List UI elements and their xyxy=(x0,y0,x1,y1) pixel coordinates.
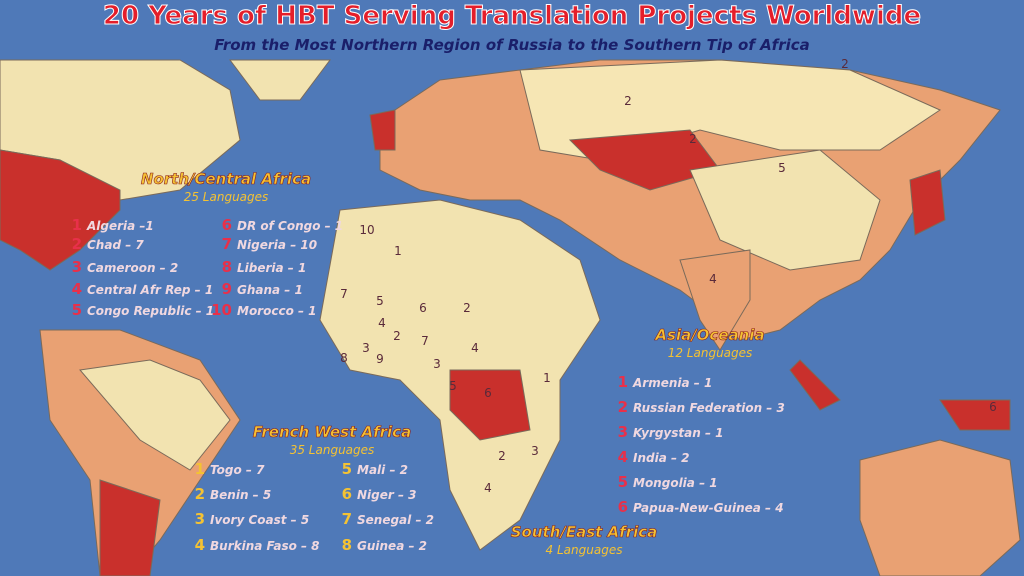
map-label: 8 xyxy=(340,351,348,365)
region-subtitle: 25 Languages xyxy=(184,190,269,204)
item-number: 8 xyxy=(222,258,232,276)
item-number: 6 xyxy=(222,216,232,234)
item-text: Chad – 7 xyxy=(87,238,144,252)
region-subtitle: 35 Languages xyxy=(290,443,375,457)
region-title: South/East Africa xyxy=(511,523,658,541)
item-number: 5 xyxy=(72,301,82,319)
item-text: Armenia – 1 xyxy=(632,376,712,390)
item-text: Guinea – 2 xyxy=(357,539,427,553)
map-label: 2 xyxy=(393,329,401,343)
item-number: 5 xyxy=(342,460,352,478)
region-title: Asia/Oceania xyxy=(654,326,764,344)
item-text: Nigeria – 10 xyxy=(237,238,317,252)
item-number: 2 xyxy=(195,485,205,503)
map-label: 2 xyxy=(841,57,849,71)
map-label: 3 xyxy=(362,341,370,355)
item-number: 6 xyxy=(618,498,628,516)
item-number: 4 xyxy=(72,280,82,298)
item-number: 7 xyxy=(222,235,232,253)
map-label: 5 xyxy=(778,161,786,175)
map-label: 2 xyxy=(689,132,697,146)
item-text: Cameroon – 2 xyxy=(87,261,178,275)
item-number: 3 xyxy=(72,258,82,276)
item-text: Morocco – 1 xyxy=(237,304,317,318)
map-label: 1 xyxy=(394,244,402,258)
item-text: Benin – 5 xyxy=(210,488,271,502)
region-title: North/Central Africa xyxy=(141,170,311,188)
item-text: Niger – 3 xyxy=(357,488,417,502)
map-label: 2 xyxy=(463,301,471,315)
map-label: 2 xyxy=(498,449,506,463)
region-title: French West Africa xyxy=(253,423,411,441)
map-label: 5 xyxy=(376,294,384,308)
item-text: Ghana – 1 xyxy=(237,283,303,297)
map-label: 4 xyxy=(471,341,479,355)
map-label: 10 xyxy=(359,223,374,237)
item-text: Mali – 2 xyxy=(357,463,408,477)
title: 20 Years of HBT Serving Translation Proj… xyxy=(103,1,921,31)
map-label: 4 xyxy=(484,481,492,495)
map-label: 9 xyxy=(376,352,384,366)
item-number: 4 xyxy=(618,448,628,466)
item-text: Senegal – 2 xyxy=(357,513,434,527)
map-label: 4 xyxy=(709,272,717,286)
map-label: 3 xyxy=(433,357,441,371)
item-number: 1 xyxy=(195,460,205,478)
map-label: 6 xyxy=(419,301,427,315)
map-label: 6 xyxy=(989,400,997,414)
item-number: 9 xyxy=(222,280,232,298)
item-text: Togo – 7 xyxy=(210,463,265,477)
item-number: 2 xyxy=(618,398,628,416)
legends: North/Central Africa 25 Languages 1 Algeria… xyxy=(72,170,785,557)
map-label: 6 xyxy=(484,386,492,400)
item-number: 6 xyxy=(342,485,352,503)
item-text: Congo Republic – 1 xyxy=(87,304,214,318)
item-text: India – 2 xyxy=(633,451,690,465)
item-number: 5 xyxy=(618,473,628,491)
item-number: 4 xyxy=(195,536,205,554)
region-subtitle: 4 Languages xyxy=(546,543,623,557)
item-text: Algeria –1 xyxy=(86,219,154,233)
map-label: 2 xyxy=(624,94,632,108)
map-label: 4 xyxy=(378,316,386,330)
map-label: 5 xyxy=(449,379,457,393)
item-number: 3 xyxy=(195,510,205,528)
item-text: DR of Congo – 1 xyxy=(237,219,343,233)
item-number: 3 xyxy=(618,423,628,441)
item-number: 1 xyxy=(72,216,82,234)
item-text: Russian Federation – 3 xyxy=(633,401,785,415)
item-text: Papua-New-Guinea – 4 xyxy=(633,501,784,515)
item-text: Kyrgystan – 1 xyxy=(633,426,723,440)
item-text: Burkina Faso – 8 xyxy=(210,539,320,553)
item-number: 8 xyxy=(342,536,352,554)
item-number: 1 xyxy=(618,373,628,391)
item-text: Ivory Coast – 5 xyxy=(210,513,309,527)
item-number: 10 xyxy=(211,301,232,319)
subtitle: From the Most Northern Region of Russia … xyxy=(214,36,810,54)
item-text: Central Afr Rep – 1 xyxy=(87,283,213,297)
land xyxy=(0,59,1021,576)
map-label: 1 xyxy=(543,371,551,385)
map-label: 7 xyxy=(340,287,348,301)
map-label: 7 xyxy=(421,334,429,348)
item-text: Liberia – 1 xyxy=(237,261,306,275)
item-text: Mongolia – 1 xyxy=(633,476,718,490)
map-label: 3 xyxy=(531,444,539,458)
region-subtitle: 12 Languages xyxy=(668,346,753,360)
item-number: 2 xyxy=(72,235,82,253)
item-number: 7 xyxy=(342,510,352,528)
